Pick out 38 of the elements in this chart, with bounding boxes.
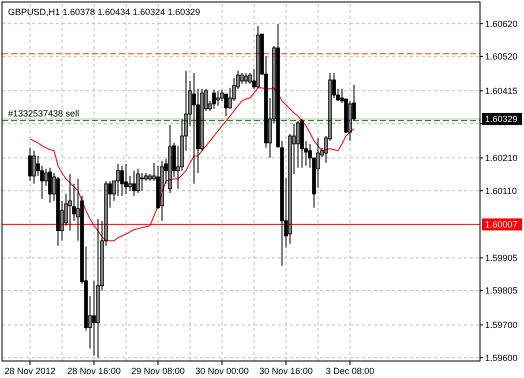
- x-tick-label: 3 Dec 08:00: [326, 366, 374, 376]
- candlestick: [120, 165, 124, 196]
- x-tick-label: 28 Nov 2012: [4, 366, 56, 376]
- y-tick-label: 1.60210: [485, 153, 518, 164]
- y-tick-label: 1.59805: [485, 286, 518, 296]
- candlestick: [116, 163, 120, 196]
- candlestick: [32, 150, 36, 184]
- candlestick: [168, 124, 172, 194]
- candlestick: [48, 167, 52, 204]
- candlestick: [244, 72, 248, 84]
- y-tick-label: 1.59600: [485, 352, 518, 363]
- chart-title: GBPUSD,H1 1.60378 1.60434 1.60324 1.60329: [8, 7, 200, 17]
- y-tick-label: 1.60110: [485, 186, 517, 196]
- y-tick-label: 1.60415: [485, 86, 518, 96]
- ref-line-label: #1332537438 sell: [8, 108, 80, 119]
- y-tick-label: 1.60520: [485, 52, 518, 62]
- candlestick: [96, 218, 100, 358]
- candlestick: [132, 170, 136, 196]
- candlestick: [28, 147, 32, 182]
- candlestick: [216, 90, 220, 106]
- y-tick-label: 1.59905: [485, 252, 518, 263]
- y-tick-label: 1.59700: [485, 320, 518, 330]
- candlestick: [212, 89, 216, 110]
- candlestick: [192, 72, 196, 184]
- candlestick: [124, 163, 128, 194]
- candlestick: [256, 25, 260, 88]
- candlestick: [128, 175, 132, 192]
- x-tick-label: 28 Nov 16:00: [67, 366, 121, 376]
- candlestick: [68, 173, 72, 232]
- candlestick: [136, 168, 140, 194]
- candlestick: [160, 160, 164, 222]
- candlestick: [140, 172, 144, 192]
- x-tick-label: 30 Nov 00:00: [195, 366, 249, 376]
- x-tick-label: 30 Nov 16:00: [259, 366, 313, 376]
- ref-line-label: 1.60007: [485, 220, 518, 230]
- ref-line-label: 1.60329: [485, 114, 518, 124]
- x-tick-label: 29 Nov 08:00: [131, 366, 185, 376]
- y-tick-label: 1.60620: [485, 18, 518, 29]
